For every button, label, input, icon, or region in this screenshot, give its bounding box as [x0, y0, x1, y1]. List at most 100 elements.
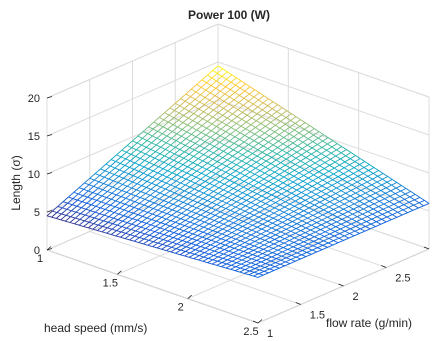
- surface-mesh-line: [281, 110, 288, 115]
- surface-mesh-line: [334, 228, 341, 232]
- surface-mesh-line: [162, 128, 168, 135]
- surface-mesh-line: [193, 194, 199, 198]
- surface-mesh-line: [246, 232, 252, 236]
- surface-mesh-line: [349, 161, 356, 166]
- surface-mesh-line: [262, 223, 268, 227]
- surface-mesh-line: [287, 181, 294, 186]
- surface-mesh-line: [151, 142, 157, 146]
- surface-mesh-line: [301, 144, 308, 149]
- surface-mesh-line: [304, 128, 310, 133]
- surface-mesh-line: [121, 185, 128, 191]
- surface-mesh-line: [235, 166, 242, 172]
- surface-mesh-line: [275, 159, 281, 163]
- surface-mesh-line: [307, 134, 314, 140]
- surface-mesh-line: [163, 114, 170, 121]
- surface-mesh-line: [220, 171, 227, 177]
- surface-mesh-line: [184, 255, 190, 258]
- surface-mesh-line: [324, 204, 330, 208]
- surface-mesh-line: [162, 133, 168, 137]
- surface-mesh-line: [227, 159, 233, 163]
- surface-mesh-line: [237, 255, 243, 259]
- surface-mesh-line: [403, 204, 409, 208]
- surface-mesh-line: [367, 211, 373, 215]
- surface-mesh-line: [78, 193, 84, 196]
- surface-mesh-line: [362, 211, 369, 215]
- surface-mesh-line: [387, 211, 393, 215]
- z-grid-line: [217, 99, 430, 174]
- surface-mesh-line: [326, 146, 333, 151]
- surface-mesh-line: [154, 153, 161, 159]
- surface-mesh-line: [85, 214, 90, 217]
- surface-mesh-line: [207, 158, 214, 164]
- surface-mesh-line: [223, 96, 230, 102]
- surface-mesh-line: [298, 169, 305, 174]
- surface-mesh-line: [146, 217, 152, 220]
- surface-mesh-line: [195, 241, 202, 246]
- surface-mesh-line: [356, 218, 362, 222]
- surface-mesh-line: [311, 219, 317, 223]
- surface-mesh-line: [224, 244, 230, 248]
- surface-mesh-line: [313, 131, 320, 136]
- surface-mesh-line: [231, 120, 237, 124]
- surface-mesh-line: [262, 145, 268, 149]
- surface-mesh-line: [314, 196, 321, 201]
- surface-mesh-line: [105, 159, 112, 165]
- surface-mesh-line: [230, 210, 236, 213]
- surface-mesh-line: [282, 143, 288, 148]
- surface-mesh-line: [250, 266, 256, 269]
- surface-mesh-line: [418, 199, 425, 204]
- surface-mesh-line: [98, 181, 104, 184]
- surface-mesh-line: [232, 113, 238, 117]
- surface-mesh-line: [279, 238, 285, 242]
- surface-mesh-line: [382, 213, 388, 218]
- surface-mesh-line: [308, 204, 315, 209]
- surface-mesh-line: [360, 187, 367, 191]
- surface-mesh-line: [105, 163, 111, 167]
- surface-mesh-line: [350, 187, 357, 191]
- surface-mesh-line: [146, 219, 152, 224]
- surface-mesh-line: [191, 122, 198, 128]
- surface-mesh-line: [46, 215, 52, 218]
- surface-mesh-line: [346, 221, 352, 225]
- surface-mesh-line: [227, 155, 233, 161]
- surface-mesh-line: [219, 244, 226, 249]
- surface-mesh-line: [240, 163, 247, 168]
- surface-mesh-line: [359, 200, 365, 205]
- surface-mesh-line: [94, 168, 101, 174]
- surface-mesh-line: [265, 260, 272, 264]
- surface-mesh-line: [330, 158, 336, 163]
- surface-mesh-line: [354, 198, 360, 202]
- surface-mesh-line: [295, 116, 301, 121]
- surface-mesh-line: [160, 186, 166, 190]
- surface-mesh-line: [165, 142, 171, 146]
- surface-mesh-line: [308, 171, 314, 176]
- surface-mesh-line: [98, 187, 103, 191]
- surface-mesh-line: [308, 243, 314, 247]
- surface-mesh-line: [392, 179, 398, 183]
- surface-mesh-line: [377, 175, 383, 180]
- surface-mesh-line: [262, 141, 269, 147]
- surface-mesh-line: [231, 116, 238, 122]
- surface-mesh-line: [220, 90, 226, 95]
- surface-mesh-line: [196, 129, 202, 133]
- surface-mesh-line: [164, 190, 171, 196]
- surface-mesh-line: [107, 227, 113, 230]
- surface-mesh-line: [378, 206, 384, 210]
- surface-mesh-line: [204, 97, 210, 101]
- surface-mesh-line: [350, 195, 356, 199]
- surface-mesh-line: [61, 202, 68, 209]
- surface-mesh-line: [304, 205, 310, 209]
- surface-mesh-line: [297, 248, 303, 251]
- surface-mesh-line: [255, 204, 261, 208]
- surface-mesh-line: [199, 181, 206, 186]
- surface-mesh-line: [176, 174, 182, 178]
- surface-mesh-line: [61, 213, 67, 216]
- surface-mesh-line: [200, 138, 206, 142]
- surface-mesh-line: [187, 124, 193, 128]
- surface-mesh-line: [339, 164, 345, 169]
- surface-mesh-line: [217, 108, 224, 114]
- surface-mesh-line: [104, 176, 110, 180]
- surface-mesh-line: [254, 240, 260, 244]
- surface-mesh-line: [205, 207, 212, 212]
